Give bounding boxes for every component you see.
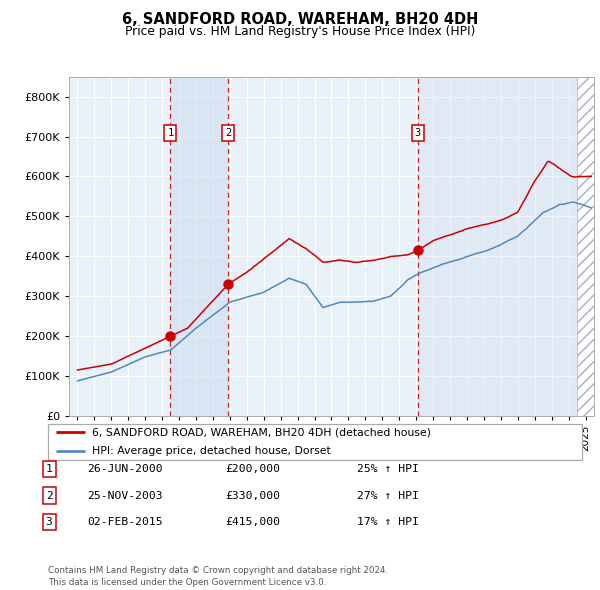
Text: 6, SANDFORD ROAD, WAREHAM, BH20 4DH: 6, SANDFORD ROAD, WAREHAM, BH20 4DH — [122, 12, 478, 27]
Text: 2: 2 — [225, 127, 232, 137]
Text: 25% ↑ HPI: 25% ↑ HPI — [357, 464, 419, 474]
Text: 2: 2 — [46, 491, 53, 500]
Bar — [170, 77, 228, 416]
Text: HPI: Average price, detached house, Dorset: HPI: Average price, detached house, Dors… — [92, 447, 331, 457]
Text: £330,000: £330,000 — [225, 491, 280, 500]
Text: 17% ↑ HPI: 17% ↑ HPI — [357, 517, 419, 527]
Bar — [577, 77, 594, 416]
Bar — [418, 77, 577, 416]
Text: 3: 3 — [415, 127, 421, 137]
Text: £415,000: £415,000 — [225, 517, 280, 527]
Text: 26-JUN-2000: 26-JUN-2000 — [87, 464, 163, 474]
Text: 1: 1 — [167, 127, 173, 137]
Text: 25-NOV-2003: 25-NOV-2003 — [87, 491, 163, 500]
Text: 27% ↑ HPI: 27% ↑ HPI — [357, 491, 419, 500]
Text: £200,000: £200,000 — [225, 464, 280, 474]
Text: 1: 1 — [46, 464, 53, 474]
FancyBboxPatch shape — [48, 424, 582, 460]
Text: 02-FEB-2015: 02-FEB-2015 — [87, 517, 163, 527]
Text: 6, SANDFORD ROAD, WAREHAM, BH20 4DH (detached house): 6, SANDFORD ROAD, WAREHAM, BH20 4DH (det… — [92, 427, 431, 437]
Text: 3: 3 — [46, 517, 53, 527]
Text: Price paid vs. HM Land Registry's House Price Index (HPI): Price paid vs. HM Land Registry's House … — [125, 25, 475, 38]
Text: Contains HM Land Registry data © Crown copyright and database right 2024.
This d: Contains HM Land Registry data © Crown c… — [48, 566, 388, 587]
